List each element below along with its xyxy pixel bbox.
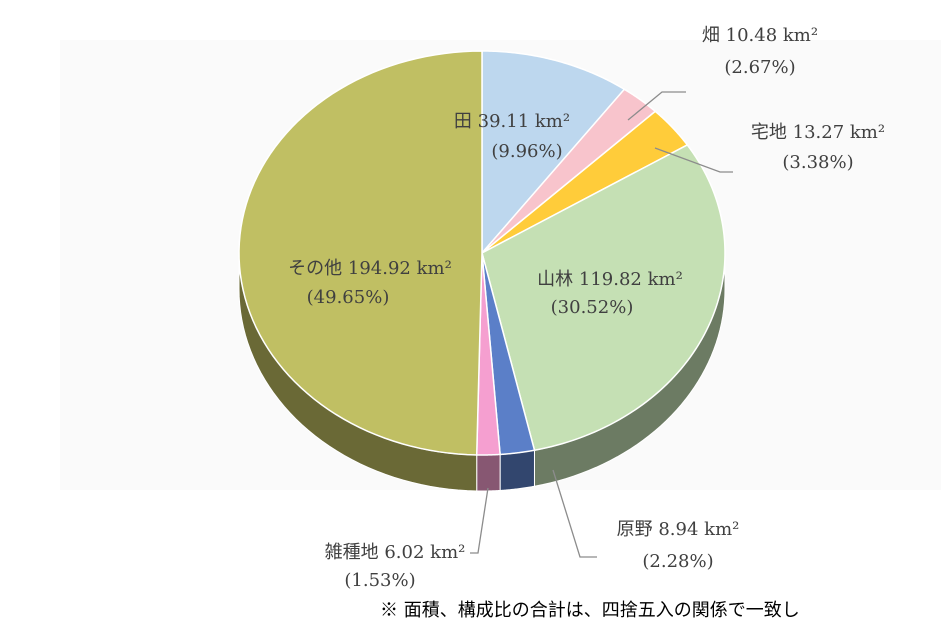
percentage-label: (2.67%)	[724, 57, 795, 78]
data-label: 雑種地 6.02 km²	[325, 542, 466, 563]
category-label: 原野	[617, 519, 653, 540]
slice	[481, 50, 626, 256]
slice	[481, 143, 726, 452]
slice	[481, 252, 536, 456]
leader-line	[654, 147, 733, 173]
percentage-label: (49.65%)	[307, 287, 390, 308]
value-label: 13.27 km²	[793, 122, 885, 143]
percentage-label: (9.96%)	[491, 141, 562, 162]
data-label: 畑 10.48 km²	[702, 25, 818, 46]
category-label: 宅地	[751, 122, 787, 143]
leader-line	[627, 91, 686, 121]
slice	[481, 88, 657, 254]
percentage-label: (2.28%)	[642, 551, 713, 572]
slice	[475, 252, 501, 456]
footnote: ※ 面積、構成比の合計は、四捨五入の関係で一致し	[380, 600, 800, 621]
percentage-label: (3.38%)	[782, 152, 853, 173]
value-label: 10.48 km²	[726, 25, 818, 46]
category-label: 畑	[702, 25, 720, 46]
slice-side	[476, 453, 501, 492]
slice	[481, 110, 689, 254]
data-label: 田 39.11 km²	[454, 111, 570, 132]
percentage-label: (30.52%)	[551, 297, 634, 318]
value-label: 8.94 km²	[658, 519, 739, 540]
leader-line	[470, 487, 489, 554]
pie	[238, 50, 726, 492]
leader-line	[552, 469, 597, 558]
data-label: 宅地 13.27 km²	[751, 122, 885, 143]
category-label: 田	[454, 111, 472, 132]
value-label: 119.82 km²	[579, 269, 683, 290]
category-label: その他	[288, 258, 342, 279]
value-label: 39.11 km²	[478, 111, 570, 132]
percentage-label: (1.53%)	[344, 570, 415, 591]
value-label: 194.92 km²	[348, 258, 452, 279]
category-label: 山林	[537, 269, 573, 290]
data-label: その他 194.92 km²	[288, 258, 452, 279]
slice-side	[499, 449, 535, 491]
data-label: 山林 119.82 km²	[537, 269, 683, 290]
data-label: 原野 8.94 km²	[617, 519, 740, 540]
value-label: 6.02 km²	[384, 542, 465, 563]
slice	[238, 50, 483, 456]
category-label: 雑種地	[325, 542, 379, 563]
